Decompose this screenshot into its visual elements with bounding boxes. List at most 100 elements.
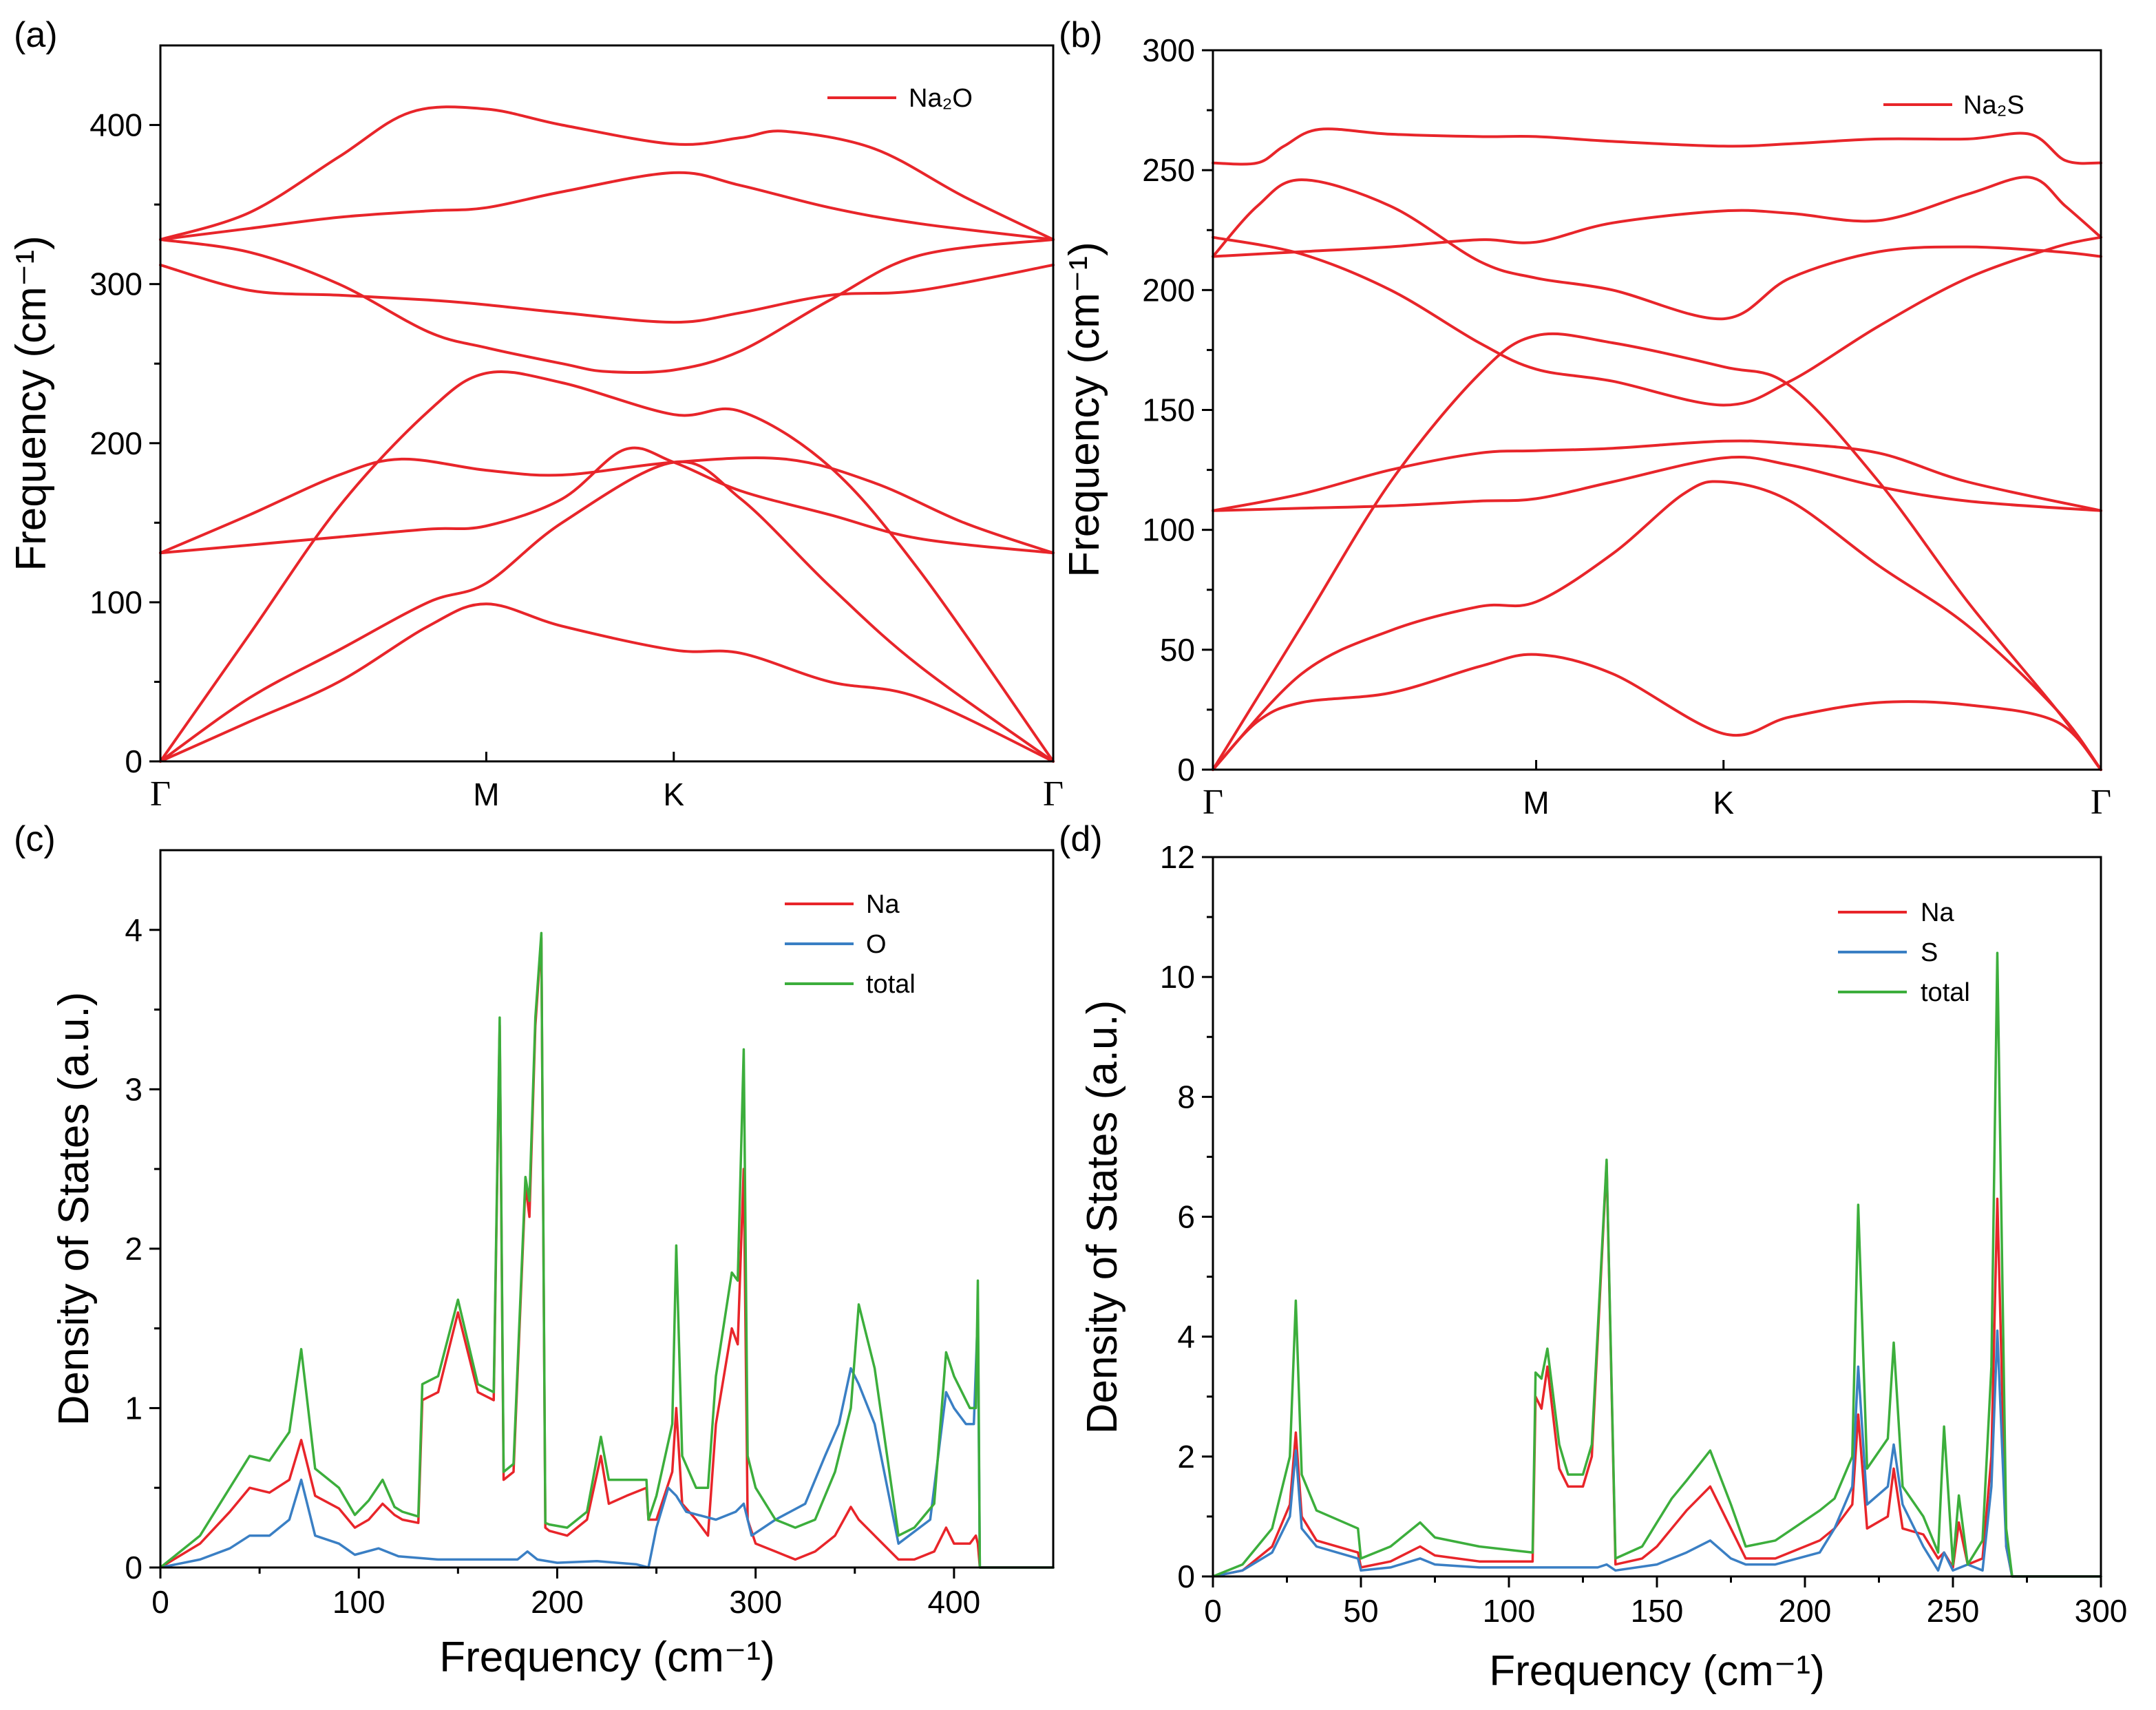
panel-b-ticks: 0 50 100 150 200 250 300 Γ M K Γ bbox=[1142, 32, 2111, 822]
panel-a-ylabel: Frequency (cm⁻¹) bbox=[8, 235, 55, 571]
panel-c-frame bbox=[159, 849, 1055, 1569]
panel-b-kpoint-label: Γ bbox=[2091, 783, 2111, 822]
panel-b-series-nas-6 bbox=[1212, 178, 2102, 321]
panel-b-series-nas-0 bbox=[1212, 653, 2102, 771]
panel-b-legend: Na₂S bbox=[1883, 91, 2025, 120]
panel-d-ytick-label: 4 bbox=[1177, 1319, 1195, 1355]
panel-b-ytick-label: 300 bbox=[1142, 32, 1195, 68]
panel-c-xtick-label: 400 bbox=[928, 1584, 981, 1620]
panel-d-curves bbox=[1212, 951, 2102, 1578]
panel-a-ytick-label: 300 bbox=[89, 266, 142, 302]
panel-c-curves bbox=[159, 931, 1055, 1569]
panel-d-ylabel: Density of States (a.u.) bbox=[1079, 1000, 1126, 1435]
panel-d-ticks: 0 2 4 6 8 10 12 0 50 100 150 200 250 300 bbox=[1160, 839, 2128, 1629]
panel-a-frame bbox=[159, 44, 1055, 763]
panel-c-ticks: 0 1 2 3 4 0 100 200 300 400 bbox=[125, 912, 980, 1620]
panel-c-xtick-label: 300 bbox=[729, 1584, 782, 1620]
panel-c-ytick-label: 2 bbox=[125, 1231, 142, 1267]
panel-d-ytick-label: 8 bbox=[1177, 1079, 1195, 1115]
panel-b-ytick-label: 250 bbox=[1142, 152, 1195, 188]
panel-d-series-s-1 bbox=[1212, 1329, 2102, 1578]
panel-b-series-nas-5 bbox=[1212, 235, 2102, 407]
panel-a-series-nao-7 bbox=[159, 171, 1055, 241]
panel-d-label: (d) bbox=[1059, 819, 1103, 859]
panel-d-legend-s: S bbox=[1921, 938, 1938, 967]
panel-c-ytick-label: 1 bbox=[125, 1390, 142, 1426]
panel-c-xtick-label: 0 bbox=[151, 1584, 169, 1620]
panel-a-kpoint-label: M bbox=[473, 777, 499, 812]
panel-c-ytick-label: 0 bbox=[125, 1550, 142, 1585]
panel-c: 0 1 2 3 4 0 100 200 300 400 (c) Density of States… bbox=[14, 819, 1055, 1681]
panel-a-series-nao-8 bbox=[159, 105, 1055, 241]
panel-c-series-na-0 bbox=[159, 936, 1055, 1569]
panel-a-series-nao-6 bbox=[159, 263, 1055, 324]
panel-c-legend: Na O total bbox=[785, 890, 916, 999]
panel-c-ylabel: Density of States (a.u.) bbox=[50, 992, 98, 1426]
panel-a-kpoint-label: Γ bbox=[150, 774, 171, 814]
panel-a-legend-label: Na₂O bbox=[909, 84, 973, 113]
panel-d-series-na-0 bbox=[1212, 1161, 2102, 1578]
panel-b-kpoint-label: M bbox=[1523, 785, 1549, 821]
panel-a-ytick-label: 200 bbox=[89, 425, 142, 461]
panel-c-ytick-label: 4 bbox=[125, 912, 142, 948]
panel-b-ylabel: Frequency (cm⁻¹) bbox=[1061, 242, 1108, 577]
panel-b-ytick-label: 50 bbox=[1160, 632, 1195, 668]
panel-a-series-nao-2 bbox=[159, 370, 1055, 763]
panel-d-legend-na: Na bbox=[1921, 898, 1954, 927]
panel-b-ytick-label: 100 bbox=[1142, 512, 1195, 548]
panel-a-label: (a) bbox=[14, 15, 58, 55]
panel-c-xlabel: Frequency (cm⁻¹) bbox=[439, 1634, 774, 1681]
panel-b-ytick-label: 150 bbox=[1142, 392, 1195, 428]
panel-a-ticks: 0 100 200 300 400 Γ M K Γ bbox=[89, 107, 1064, 814]
panel-a-series-nao-1 bbox=[159, 460, 1055, 763]
panel-b-curves bbox=[1212, 127, 2102, 771]
panel-a-ytick-label: 0 bbox=[125, 743, 142, 779]
panel-d: 0 2 4 6 8 10 12 0 50 100 150 200 250 300 (d) Density … bbox=[1059, 819, 2127, 1695]
panel-b-series-nas-8 bbox=[1212, 127, 2102, 166]
panel-a-legend: Na₂O bbox=[827, 84, 973, 113]
panel-a-curves bbox=[159, 105, 1055, 763]
panel-c-series-total-2 bbox=[159, 931, 1055, 1569]
panel-d-ytick-label: 0 bbox=[1177, 1559, 1195, 1594]
panel-c-xtick-label: 200 bbox=[531, 1584, 584, 1620]
panel-a-kpoint-label: K bbox=[663, 777, 684, 812]
panel-d-ytick-label: 10 bbox=[1160, 959, 1195, 995]
panel-d-xtick-label: 200 bbox=[1779, 1593, 1832, 1629]
panel-b-series-nas-1 bbox=[1212, 480, 2102, 771]
panel-b-ytick-label: 0 bbox=[1177, 752, 1195, 788]
panel-c-legend-total: total bbox=[866, 970, 916, 999]
panel-d-xlabel: Frequency (cm⁻¹) bbox=[1489, 1647, 1824, 1695]
panel-c-ytick-label: 3 bbox=[125, 1071, 142, 1107]
panel-b-ytick-label: 200 bbox=[1142, 272, 1195, 308]
panel-b-series-nas-7 bbox=[1212, 176, 2102, 258]
panel-a-series-nao-0 bbox=[159, 602, 1055, 763]
panel-b-legend-label: Na₂S bbox=[1963, 91, 2025, 120]
panel-d-xtick-label: 300 bbox=[2075, 1593, 2128, 1629]
panel-b-kpoint-label: Γ bbox=[1203, 783, 1223, 822]
panel-c-legend-na: Na bbox=[866, 890, 900, 919]
panel-a-ytick-label: 400 bbox=[89, 107, 142, 143]
panel-a-series-nao-5 bbox=[159, 238, 1055, 374]
panel-b-series-nas-4 bbox=[1212, 439, 2102, 512]
panel-d-series-total-2 bbox=[1212, 951, 2102, 1578]
panel-c-xtick-label: 100 bbox=[332, 1584, 385, 1620]
panel-b-label: (b) bbox=[1059, 15, 1103, 55]
panel-b-kpoint-label: K bbox=[1713, 785, 1734, 821]
panel-c-legend-o: O bbox=[866, 930, 887, 959]
panel-d-ytick-label: 2 bbox=[1177, 1439, 1195, 1475]
panel-d-legend-total: total bbox=[1921, 978, 1970, 1007]
panel-d-xtick-label: 0 bbox=[1204, 1593, 1222, 1629]
panel-d-ytick-label: 6 bbox=[1177, 1199, 1195, 1235]
panel-b: 0 50 100 150 200 250 300 Γ M K Γ (b) Frequency (cm… bbox=[1059, 15, 2111, 822]
panel-a: 0 100 200 300 400 Γ M K Γ (a) Frequency (cm⁻¹) N… bbox=[8, 15, 1064, 814]
panel-d-ytick-label: 12 bbox=[1160, 839, 1195, 875]
panel-b-series-nas-2 bbox=[1212, 332, 2102, 771]
panel-c-label: (c) bbox=[14, 819, 56, 859]
panel-b-series-nas-3 bbox=[1212, 456, 2102, 512]
panel-d-xtick-label: 100 bbox=[1483, 1593, 1536, 1629]
panel-d-xtick-label: 50 bbox=[1343, 1593, 1378, 1629]
panel-a-ytick-label: 100 bbox=[89, 584, 142, 620]
panel-d-legend: Na S total bbox=[1838, 898, 1970, 1007]
panel-a-series-nao-3 bbox=[159, 446, 1055, 555]
